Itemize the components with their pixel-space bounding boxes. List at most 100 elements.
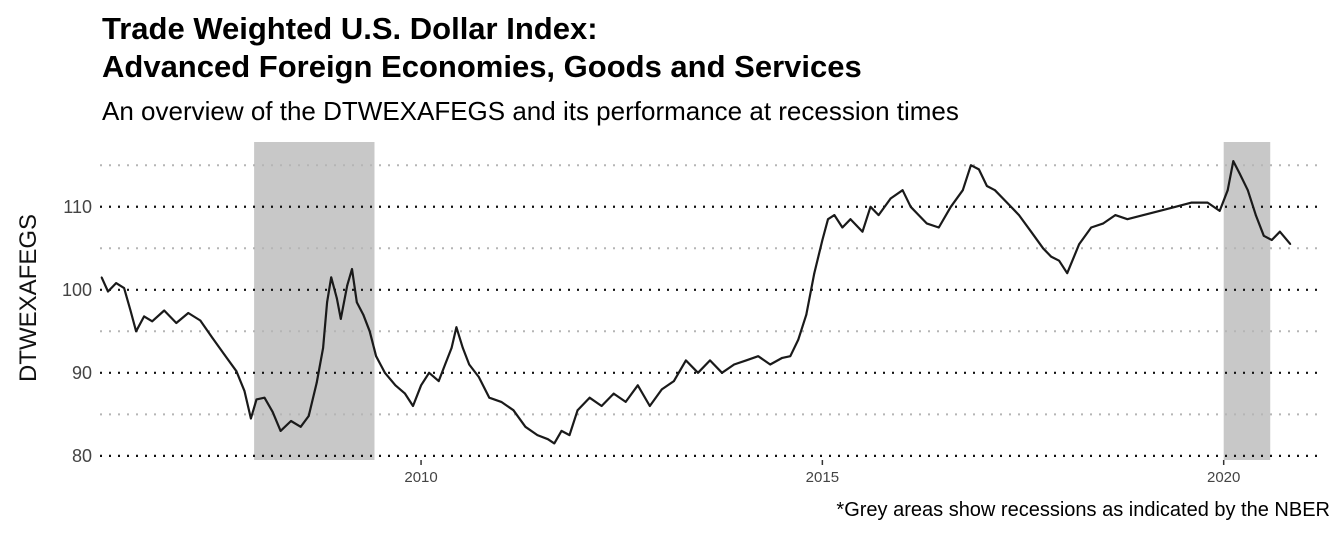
data-point (437, 380, 440, 383)
data-point (346, 284, 349, 287)
chart-title: Trade Weighted U.S. Dollar Index: Advanc… (102, 10, 862, 86)
data-point (612, 392, 615, 395)
data-point (849, 218, 852, 221)
x-tick-label-2010: 2010 (404, 469, 437, 486)
data-point (994, 189, 996, 192)
data-point (211, 337, 214, 339)
data-point (339, 317, 342, 320)
data-point (805, 313, 808, 316)
axis-labels: 80 90 100 110 2010 2015 2020 (62, 197, 1240, 486)
data-point (1158, 210, 1161, 212)
data-point (560, 430, 563, 432)
data-point (255, 398, 258, 401)
data-point (1006, 201, 1008, 204)
data-point (949, 205, 952, 208)
data-point (1114, 214, 1117, 216)
data-point (536, 434, 539, 436)
data-point (841, 226, 844, 229)
data-point (488, 396, 491, 399)
chart-title-line-1: Trade Weighted U.S. Dollar Index: (102, 11, 598, 46)
data-point (568, 434, 571, 436)
data-point (404, 392, 406, 395)
data-point (326, 301, 329, 304)
data-point (512, 409, 515, 412)
data-point (123, 287, 125, 290)
x-tick-label-2015: 2015 (806, 469, 839, 486)
data-point (588, 396, 591, 399)
y-axis-label: DTWEXAFEGS (15, 214, 42, 382)
data-point (869, 205, 872, 208)
data-point (129, 309, 132, 312)
data-point (524, 425, 527, 428)
data-point (290, 420, 292, 422)
data-point (187, 312, 190, 314)
data-point (624, 400, 627, 403)
data-point (833, 214, 836, 216)
data-point (394, 384, 397, 387)
data-point (977, 168, 980, 171)
data-point (672, 380, 675, 383)
data-point (757, 355, 760, 358)
data-point (263, 396, 266, 399)
data-point (1058, 259, 1061, 262)
data-point (789, 355, 792, 358)
data-point (151, 320, 154, 323)
data-point (986, 185, 988, 187)
data-point (733, 363, 735, 366)
data-point (821, 239, 824, 241)
data-point (143, 315, 146, 318)
data-point (709, 359, 711, 362)
data-point (115, 282, 117, 285)
data-point (1042, 247, 1044, 250)
recession-caption: *Grey areas show recessions as indicated… (836, 499, 1330, 521)
data-point (468, 363, 471, 366)
data-point (937, 226, 940, 229)
data-point (600, 405, 603, 407)
data-point (685, 359, 687, 362)
data-point (721, 371, 723, 374)
data-point (1278, 230, 1281, 233)
chart-subtitle: An overview of the DTWEXAFEGS and its pe… (102, 96, 959, 126)
data-point (745, 359, 748, 362)
data-point (1218, 210, 1221, 212)
data-point (135, 330, 138, 333)
data-point (861, 230, 864, 233)
data-point (461, 347, 464, 349)
chart-title-line-2: Advanced Foreign Economies, Goods and Se… (102, 49, 862, 84)
data-point (1270, 239, 1273, 241)
data-point (925, 222, 928, 225)
data-point (546, 438, 549, 441)
data-point (175, 322, 178, 324)
data-point (223, 353, 226, 356)
data-point (1030, 230, 1032, 233)
data-point (827, 218, 829, 221)
data-point (909, 205, 912, 208)
data-point (1174, 205, 1177, 208)
data-point (450, 347, 453, 349)
data-point (1090, 226, 1093, 229)
data-point (1018, 214, 1020, 216)
data-point (322, 347, 325, 349)
data-point (769, 363, 772, 366)
data-point (1078, 243, 1081, 246)
data-point (368, 330, 371, 333)
data-point (797, 338, 800, 341)
data-point (1226, 189, 1229, 192)
data-point (362, 313, 365, 316)
data-point (477, 376, 480, 378)
data-point (1142, 214, 1145, 216)
data-point (697, 371, 699, 374)
data-point (243, 390, 246, 392)
data-point (1066, 272, 1069, 275)
data-point (307, 415, 310, 417)
y-tick-label-100: 100 (62, 280, 92, 300)
data-point (1232, 160, 1235, 162)
recession-band-1 (254, 142, 375, 460)
data-point (576, 409, 579, 412)
data-point (355, 301, 358, 304)
series-layer (100, 160, 1292, 445)
data-point (235, 370, 238, 373)
data-point (901, 189, 904, 192)
y-tick-label-90: 90 (72, 363, 92, 383)
data-point (100, 276, 103, 279)
